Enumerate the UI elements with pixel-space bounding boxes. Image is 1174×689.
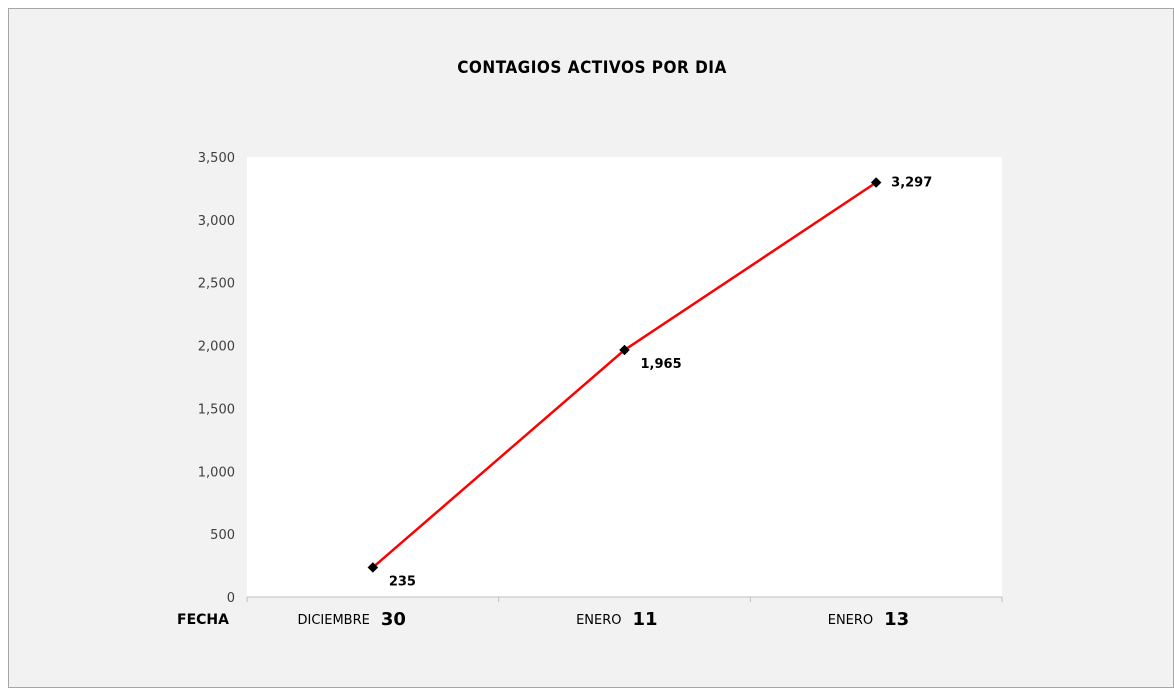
chart-area: CONTAGIOS ACTIVOS POR DIA 0 500 1,000 1,500… (8, 8, 1174, 688)
y-tick-label: 2,500 (198, 277, 235, 292)
x-tick-label-word: ENERO (576, 613, 621, 628)
data-point-marker (619, 344, 630, 356)
y-tick-label: 3,000 (198, 214, 235, 229)
data-point-marker (367, 562, 379, 573)
y-tick-label: 2,000 (198, 340, 235, 355)
plot-area (247, 157, 1002, 597)
y-tick-label: 1,500 (198, 402, 235, 417)
x-tick-label-word: ENERO (828, 613, 873, 628)
y-tick-label: 500 (210, 528, 235, 543)
data-label: 235 (389, 574, 416, 589)
line-chart: CONTAGIOS ACTIVOS POR DIA 0 500 1,000 1,500… (177, 58, 1003, 630)
y-axis-ticks: 0 500 1,000 1,500 2,000 2,500 3,000 3,500 (198, 151, 235, 606)
data-label: 3,297 (891, 176, 932, 191)
series-group: 235 1,965 3,297 (367, 176, 932, 589)
data-label: 1,965 (641, 357, 682, 372)
x-axis-label: FECHA (177, 612, 229, 628)
x-tick-label-word: DICIEMBRE (297, 613, 369, 628)
x-tick-label-number: 11 (633, 609, 658, 630)
x-tick-label-number: 30 (381, 609, 406, 630)
y-tick-label: 3,500 (198, 151, 235, 166)
y-tick-label: 0 (227, 591, 235, 606)
y-tick-label: 1,000 (198, 465, 235, 480)
x-axis-ticks: DICIEMBRE 30 ENERO 11 ENERO 13 (246, 597, 1003, 630)
x-tick-label-number: 13 (884, 609, 909, 630)
data-point-marker (870, 177, 882, 188)
chart-title: CONTAGIOS ACTIVOS POR DIA (457, 58, 727, 78)
